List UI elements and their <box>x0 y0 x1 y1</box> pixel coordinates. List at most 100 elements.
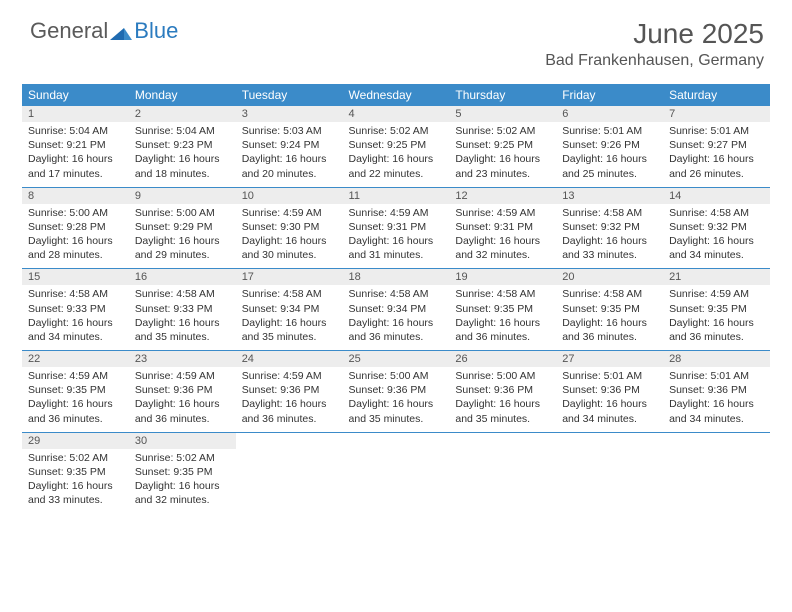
empty-cell <box>449 449 556 514</box>
sunset-line: Sunset: 9:23 PM <box>135 138 230 152</box>
sunrise-line: Sunrise: 4:58 AM <box>562 206 657 220</box>
day-header: Thursday <box>449 84 556 106</box>
sunset-line: Sunset: 9:24 PM <box>242 138 337 152</box>
day-number: 2 <box>129 106 236 122</box>
sunrise-line: Sunrise: 4:59 AM <box>242 369 337 383</box>
day-number: 15 <box>22 269 129 286</box>
daylight-line: Daylight: 16 hours and 36 minutes. <box>349 316 444 344</box>
sunset-line: Sunset: 9:35 PM <box>28 383 123 397</box>
day-cell: Sunrise: 5:01 AMSunset: 9:36 PMDaylight:… <box>556 367 663 432</box>
sunrise-line: Sunrise: 4:58 AM <box>28 287 123 301</box>
day-header: Saturday <box>663 84 770 106</box>
sunset-line: Sunset: 9:36 PM <box>349 383 444 397</box>
empty-cell <box>236 432 343 449</box>
day-number: 10 <box>236 187 343 204</box>
sunrise-line: Sunrise: 5:01 AM <box>669 369 764 383</box>
sunrise-line: Sunrise: 4:59 AM <box>455 206 550 220</box>
sunset-line: Sunset: 9:32 PM <box>669 220 764 234</box>
day-cell: Sunrise: 4:59 AMSunset: 9:35 PMDaylight:… <box>22 367 129 432</box>
day-cell: Sunrise: 4:59 AMSunset: 9:31 PMDaylight:… <box>449 204 556 269</box>
day-number: 11 <box>343 187 450 204</box>
sunset-line: Sunset: 9:35 PM <box>135 465 230 479</box>
sunrise-line: Sunrise: 5:00 AM <box>28 206 123 220</box>
daylight-line: Daylight: 16 hours and 32 minutes. <box>455 234 550 262</box>
day-number: 27 <box>556 351 663 368</box>
day-number: 8 <box>22 187 129 204</box>
day-cell: Sunrise: 4:58 AMSunset: 9:33 PMDaylight:… <box>129 285 236 350</box>
daylight-line: Daylight: 16 hours and 32 minutes. <box>135 479 230 507</box>
sunrise-line: Sunrise: 5:02 AM <box>349 124 444 138</box>
daylight-line: Daylight: 16 hours and 36 minutes. <box>669 316 764 344</box>
day-number: 25 <box>343 351 450 368</box>
day-cell: Sunrise: 4:58 AMSunset: 9:34 PMDaylight:… <box>236 285 343 350</box>
sunset-line: Sunset: 9:35 PM <box>28 465 123 479</box>
day-cell: Sunrise: 5:03 AMSunset: 9:24 PMDaylight:… <box>236 122 343 187</box>
day-number: 18 <box>343 269 450 286</box>
sunset-line: Sunset: 9:26 PM <box>562 138 657 152</box>
sunset-line: Sunset: 9:31 PM <box>455 220 550 234</box>
sunset-line: Sunset: 9:33 PM <box>28 302 123 316</box>
day-header: Monday <box>129 84 236 106</box>
sunrise-line: Sunrise: 4:59 AM <box>135 369 230 383</box>
empty-cell <box>663 432 770 449</box>
day-cell: Sunrise: 5:00 AMSunset: 9:36 PMDaylight:… <box>343 367 450 432</box>
logo-triangle-icon <box>110 22 132 40</box>
sunset-line: Sunset: 9:36 PM <box>455 383 550 397</box>
daylight-line: Daylight: 16 hours and 35 minutes. <box>349 397 444 425</box>
day-number: 3 <box>236 106 343 122</box>
day-number: 17 <box>236 269 343 286</box>
day-number: 5 <box>449 106 556 122</box>
sunset-line: Sunset: 9:35 PM <box>669 302 764 316</box>
sunrise-line: Sunrise: 4:58 AM <box>349 287 444 301</box>
day-cell: Sunrise: 4:59 AMSunset: 9:31 PMDaylight:… <box>343 204 450 269</box>
empty-cell <box>343 432 450 449</box>
day-number: 1 <box>22 106 129 122</box>
day-number: 13 <box>556 187 663 204</box>
daylight-line: Daylight: 16 hours and 34 minutes. <box>669 234 764 262</box>
day-header: Tuesday <box>236 84 343 106</box>
daylight-line: Daylight: 16 hours and 22 minutes. <box>349 152 444 180</box>
location: Bad Frankenhausen, Germany <box>545 52 764 70</box>
sunrise-line: Sunrise: 4:59 AM <box>669 287 764 301</box>
empty-cell <box>556 449 663 514</box>
day-number: 19 <box>449 269 556 286</box>
sunset-line: Sunset: 9:31 PM <box>349 220 444 234</box>
logo-text-general: General <box>30 18 108 44</box>
day-cell: Sunrise: 4:58 AMSunset: 9:34 PMDaylight:… <box>343 285 450 350</box>
day-header: Wednesday <box>343 84 450 106</box>
daylight-line: Daylight: 16 hours and 36 minutes. <box>455 316 550 344</box>
day-number: 26 <box>449 351 556 368</box>
sunset-line: Sunset: 9:25 PM <box>349 138 444 152</box>
day-number: 9 <box>129 187 236 204</box>
logo: General Blue <box>28 18 178 44</box>
day-number: 24 <box>236 351 343 368</box>
daylight-line: Daylight: 16 hours and 17 minutes. <box>28 152 123 180</box>
day-number: 16 <box>129 269 236 286</box>
daylight-line: Daylight: 16 hours and 25 minutes. <box>562 152 657 180</box>
sunset-line: Sunset: 9:34 PM <box>349 302 444 316</box>
day-cell: Sunrise: 4:58 AMSunset: 9:35 PMDaylight:… <box>556 285 663 350</box>
day-cell: Sunrise: 4:59 AMSunset: 9:30 PMDaylight:… <box>236 204 343 269</box>
daylight-line: Daylight: 16 hours and 35 minutes. <box>242 316 337 344</box>
sunset-line: Sunset: 9:28 PM <box>28 220 123 234</box>
day-cell: Sunrise: 5:02 AMSunset: 9:25 PMDaylight:… <box>449 122 556 187</box>
sunrise-line: Sunrise: 4:58 AM <box>135 287 230 301</box>
daylight-line: Daylight: 16 hours and 35 minutes. <box>135 316 230 344</box>
day-cell: Sunrise: 4:58 AMSunset: 9:32 PMDaylight:… <box>556 204 663 269</box>
daylight-line: Daylight: 16 hours and 28 minutes. <box>28 234 123 262</box>
empty-cell <box>556 432 663 449</box>
title-block: June 2025 Bad Frankenhausen, Germany <box>545 18 764 70</box>
daylight-line: Daylight: 16 hours and 29 minutes. <box>135 234 230 262</box>
day-number: 30 <box>129 432 236 449</box>
sunrise-line: Sunrise: 5:04 AM <box>135 124 230 138</box>
day-number: 28 <box>663 351 770 368</box>
day-number: 21 <box>663 269 770 286</box>
day-cell: Sunrise: 4:58 AMSunset: 9:35 PMDaylight:… <box>449 285 556 350</box>
sunset-line: Sunset: 9:21 PM <box>28 138 123 152</box>
sunrise-line: Sunrise: 5:01 AM <box>562 124 657 138</box>
empty-cell <box>663 449 770 514</box>
day-number: 12 <box>449 187 556 204</box>
sunrise-line: Sunrise: 5:03 AM <box>242 124 337 138</box>
sunrise-line: Sunrise: 4:59 AM <box>242 206 337 220</box>
day-cell: Sunrise: 5:04 AMSunset: 9:23 PMDaylight:… <box>129 122 236 187</box>
